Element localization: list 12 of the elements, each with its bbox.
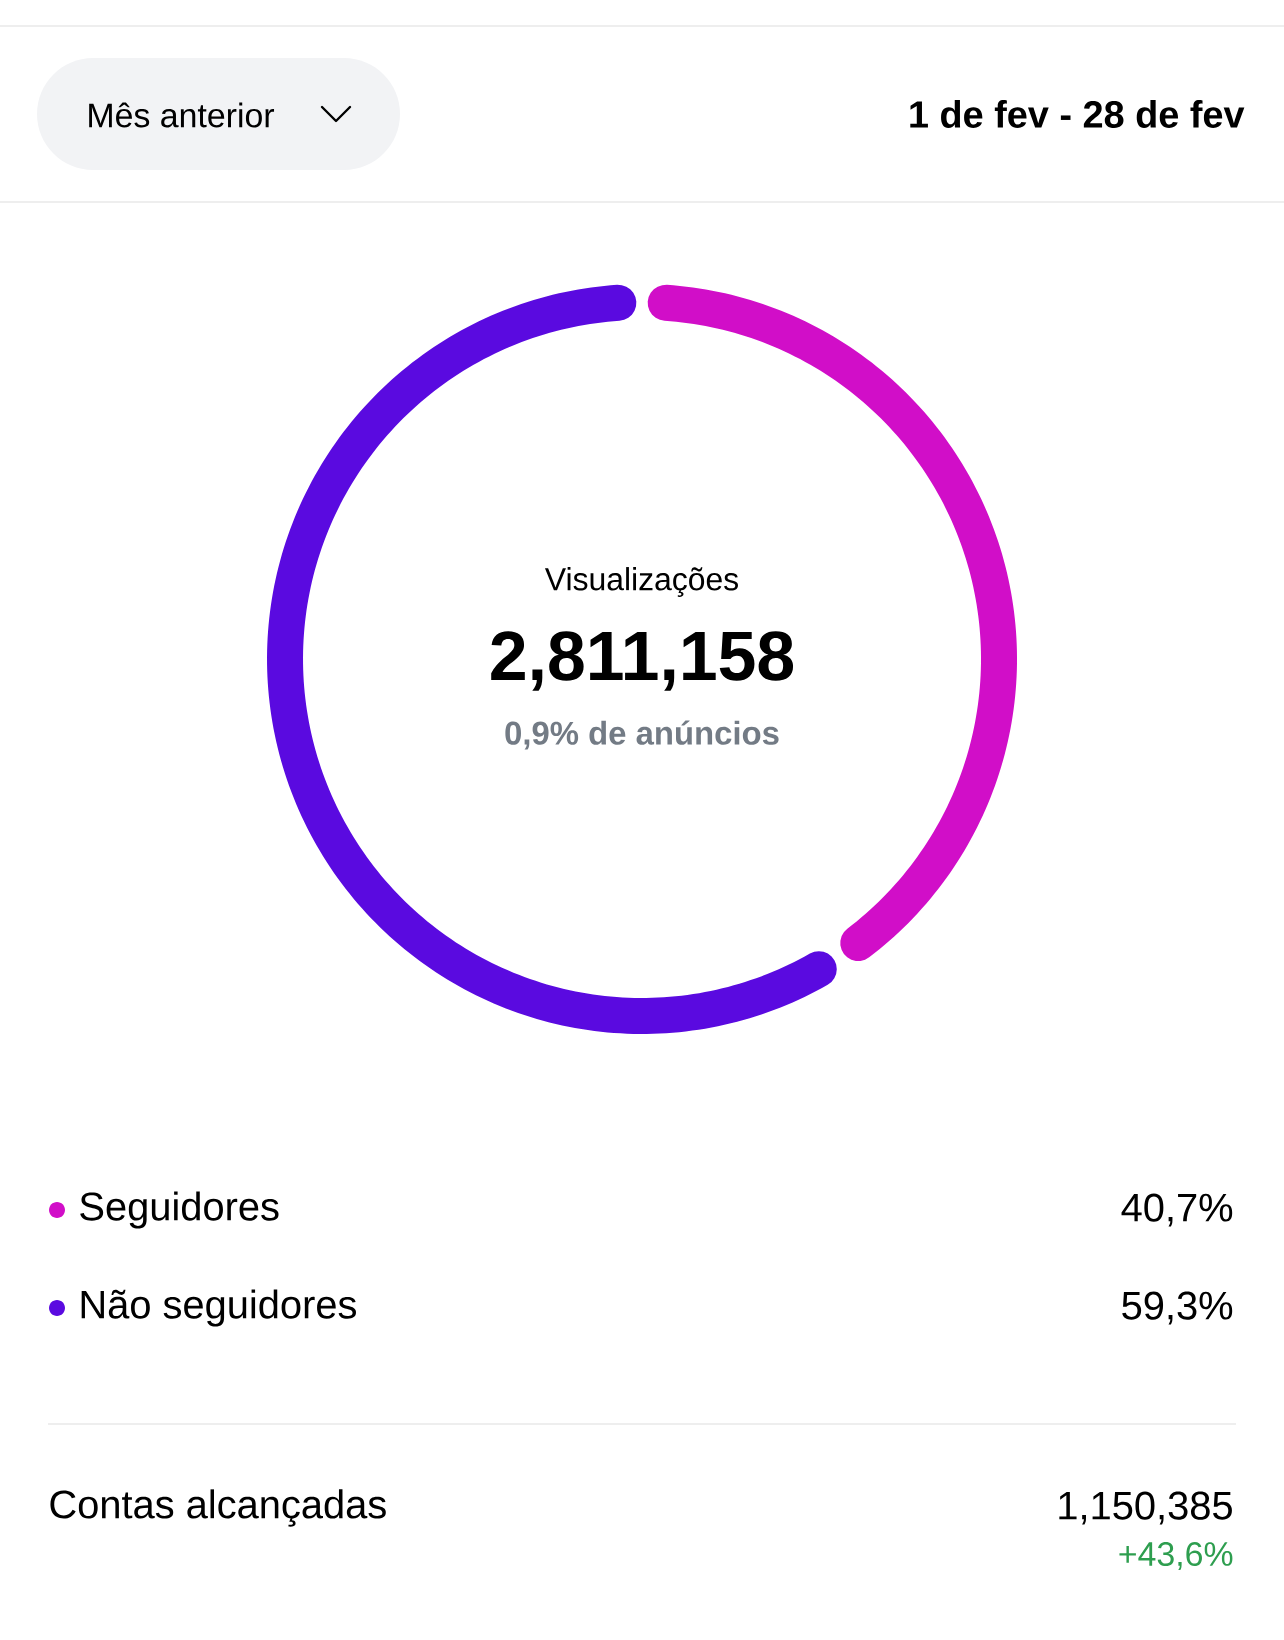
text: 1,150,385 (1059, 1491, 1232, 1525)
text: Visualizações (544, 567, 738, 597)
legend-label: Seguidores (80, 1191, 279, 1229)
legend-label: Não seguidores (81, 1289, 356, 1327)
chart-subtitle: 1 de fev - 28 de fev (910, 100, 1245, 128)
text: Contas alcançadas (50, 1489, 386, 1527)
data-label: 59,3% (1122, 1291, 1233, 1325)
text: 0,9% de anúncios (505, 720, 779, 750)
text: +43,6% (1119, 1542, 1233, 1570)
text: Mês anterior (89, 102, 275, 128)
data-label: 40,7% (1121, 1193, 1233, 1227)
text: 2,811,158 (491, 631, 794, 691)
